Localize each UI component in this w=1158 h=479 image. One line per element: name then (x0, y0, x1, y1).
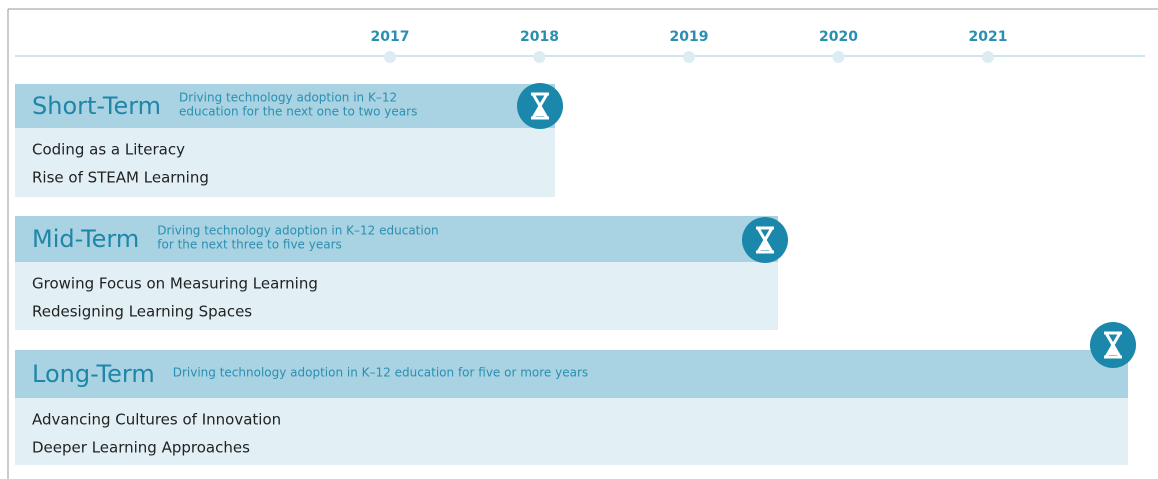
horizon-title: Mid-Term (32, 225, 139, 253)
year-dot (533, 51, 546, 63)
horizon-body (15, 128, 555, 197)
hourglass-icon (517, 83, 563, 129)
horizon-title: Long-Term (32, 360, 155, 388)
hourglass-icon (742, 217, 788, 263)
horizon-header (15, 350, 1128, 398)
horizon-header (15, 216, 778, 262)
year-label: 2020 (819, 29, 858, 45)
year-dot (384, 51, 396, 63)
horizon-title: Short-Term (32, 92, 161, 120)
horizon-body (15, 398, 1128, 465)
trend-item: Redesigning Learning Spaces (32, 303, 252, 321)
horizon-body (15, 262, 778, 330)
horizon-header (15, 84, 555, 128)
horizon-description: for the next three to five years (157, 238, 342, 252)
icon-sand (535, 109, 545, 116)
year-label: 2017 (371, 29, 410, 45)
year-label: 2019 (670, 29, 709, 45)
trend-item: Advancing Cultures of Innovation (32, 411, 281, 429)
trend-item: Growing Focus on Measuring Learning (32, 275, 318, 293)
year-label: 2021 (969, 29, 1008, 45)
icon-glass (756, 226, 774, 254)
icon-sand (760, 243, 770, 250)
hourglass-icon (1090, 322, 1136, 368)
year-dot (982, 51, 994, 63)
icon-sand (1108, 348, 1118, 355)
year-dot (832, 51, 845, 63)
year-label: 2018 (520, 29, 559, 45)
horizon-description: Driving technology adoption in K–12 (179, 91, 397, 105)
trend-item: Coding as a Literacy (32, 141, 185, 159)
trend-item: Deeper Learning Approaches (32, 439, 250, 457)
trend-item: Rise of STEAM Learning (32, 169, 209, 187)
horizon-description: education for the next one to two years (179, 105, 417, 119)
horizon-description: Driving technology adoption in K–12 educ… (173, 366, 588, 380)
icon-glass (1104, 331, 1122, 359)
year-dot (683, 51, 695, 63)
horizon-description: Driving technology adoption in K–12 educ… (157, 224, 438, 238)
icon-glass (531, 92, 549, 120)
